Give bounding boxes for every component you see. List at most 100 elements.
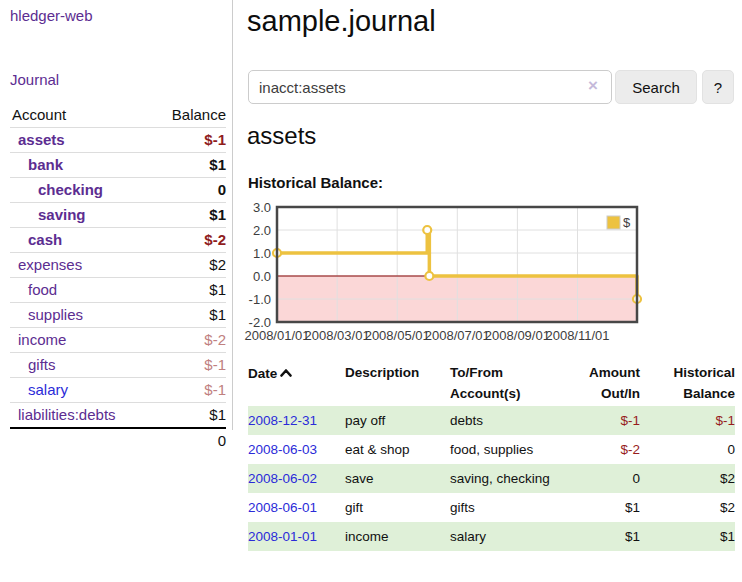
sort-ascending-icon [280, 362, 292, 383]
transaction-accounts: salary [450, 522, 550, 551]
chart-title: Historical Balance: [248, 174, 383, 191]
register-header-balance: Historical Balance [640, 361, 735, 406]
transaction-accounts: debts [450, 406, 550, 435]
register-row: 2008-01-01incomesalary$1$1 [248, 522, 735, 551]
sidebar-account-link[interactable]: saving [38, 206, 86, 223]
accounts-table: Account Balance assets$-1bank$1checking0… [10, 102, 226, 453]
sidebar-account-link[interactable]: food [28, 281, 57, 298]
transaction-balance: $2 [640, 464, 735, 493]
app-title-link[interactable]: hledger-web [10, 7, 93, 24]
y-axis-tick: 1.0 [253, 246, 271, 261]
account-balance: $1 [153, 278, 226, 303]
y-axis-tick: 0.0 [253, 269, 271, 284]
transaction-balance: $-1 [640, 406, 735, 435]
sidebar-account-link[interactable]: gifts [28, 356, 56, 373]
account-row: expenses$2 [10, 253, 226, 278]
help-button[interactable]: ? [702, 70, 734, 104]
transaction-description: eat & shop [345, 435, 450, 464]
register-row: 2008-06-01 giftgifts$1$2 [248, 493, 735, 522]
transaction-accounts: gifts [450, 493, 550, 522]
account-balance: $-2 [153, 228, 226, 253]
search-button[interactable]: Search [615, 70, 697, 104]
x-axis-tick: 2008/09/01 [485, 328, 550, 343]
sidebar-account-link[interactable]: bank [28, 156, 63, 173]
page-title: sample.journal [247, 5, 436, 38]
accounts-header-balance: Balance [153, 102, 226, 128]
search-input[interactable] [248, 70, 612, 104]
historical-balance-chart: $3.02.01.00.0-1.0-2.02008/01/012008/03/0… [240, 200, 740, 348]
transaction-amount: $-1 [550, 406, 640, 435]
transaction-amount: 0 [550, 464, 640, 493]
transaction-accounts: saving, checking [450, 464, 550, 493]
x-axis-tick: 2008/03/01 [305, 328, 370, 343]
transaction-date-link[interactable]: 2008-06-01 [248, 500, 317, 515]
transaction-description: pay off [345, 406, 450, 435]
accounts-table-header: Account Balance [10, 102, 226, 128]
account-balance: $-1 [153, 128, 226, 153]
account-row: bank $1 [10, 153, 226, 178]
y-axis-tick: 3.0 [253, 200, 271, 215]
sidebar-account-link[interactable]: salary [28, 381, 68, 398]
sidebar-item-journal[interactable]: Journal [10, 71, 59, 88]
account-balance: $1 [153, 403, 226, 429]
transaction-accounts: food, supplies [450, 435, 550, 464]
register-header-description: Description [345, 361, 450, 406]
transaction-date-link[interactable]: 2008-06-02 [248, 471, 317, 486]
x-axis-tick: 2008/11/01 [545, 328, 609, 343]
transaction-description: gift [345, 493, 450, 522]
transaction-amount: $1 [550, 493, 640, 522]
transaction-balance: $1 [640, 522, 735, 551]
accounts-header-account: Account [10, 102, 153, 128]
account-balance: $-1 [153, 353, 226, 378]
account-balance: $1 [153, 153, 226, 178]
sidebar-account-link[interactable]: assets [18, 131, 65, 148]
account-row: assets $-1 [10, 128, 226, 153]
account-balance: $-2 [153, 328, 226, 353]
account-balance: $-1 [153, 378, 226, 403]
account-heading: assets [247, 122, 316, 150]
y-axis-tick: 2.0 [253, 223, 271, 238]
transaction-description: income [345, 522, 450, 551]
y-axis-tick: -1.0 [249, 292, 271, 307]
sidebar-account-link[interactable]: cash [28, 231, 62, 248]
register-table: Date Description To/From Account(s) Amou… [248, 361, 735, 551]
legend-label: $ [623, 215, 631, 230]
sidebar-divider [232, 0, 233, 430]
sidebar-account-link[interactable]: checking [38, 181, 103, 198]
account-row: income $-2 [10, 328, 226, 353]
search-bar: × Search ? [248, 70, 735, 104]
accounts-total-row: 0 [10, 428, 226, 453]
account-row: food $1 [10, 278, 226, 303]
sidebar-account-link[interactable]: supplies [28, 306, 83, 323]
register-header-amount: Amount Out/In [550, 361, 640, 406]
sidebar-account-link[interactable]: expenses [18, 256, 82, 273]
transaction-amount: $-2 [550, 435, 640, 464]
transaction-balance: $2 [640, 493, 735, 522]
x-axis-tick: 2008/01/01 [244, 328, 309, 343]
account-row: supplies $1 [10, 303, 226, 328]
transaction-balance: 0 [640, 435, 735, 464]
register-header-accounts: To/From Account(s) [450, 361, 550, 406]
register-header-date: Date [248, 366, 277, 381]
transaction-date-link[interactable]: 2008-12-31 [248, 413, 317, 428]
sidebar-account-link[interactable]: liabilities:debts [18, 406, 116, 423]
transaction-amount: $1 [550, 522, 640, 551]
transaction-date-link[interactable]: 2008-06-03 [248, 442, 317, 457]
account-row: gifts $-1 [10, 353, 226, 378]
account-row: checking0 [10, 178, 226, 203]
clear-search-icon[interactable]: × [588, 76, 598, 96]
sort-by-date-link[interactable]: Date [248, 366, 292, 381]
register-row: 2008-06-03 eat & shopfood, supplies$-20 [248, 435, 735, 464]
x-axis-tick: 2008/05/01 [365, 328, 430, 343]
register-row: 2008-06-02 savesaving, checking0$2 [248, 464, 735, 493]
register-table-header: Date Description To/From Account(s) Amou… [248, 361, 735, 406]
account-balance: $1 [153, 303, 226, 328]
account-row: saving$1 [10, 203, 226, 228]
transaction-description: save [345, 464, 450, 493]
account-row: liabilities:debts $1 [10, 403, 226, 429]
account-row: cash $-2 [10, 228, 226, 253]
account-row: salary $-1 [10, 378, 226, 403]
accounts-total-balance: 0 [153, 428, 226, 453]
sidebar-account-link[interactable]: income [18, 331, 66, 348]
transaction-date-link[interactable]: 2008-01-01 [248, 529, 317, 544]
